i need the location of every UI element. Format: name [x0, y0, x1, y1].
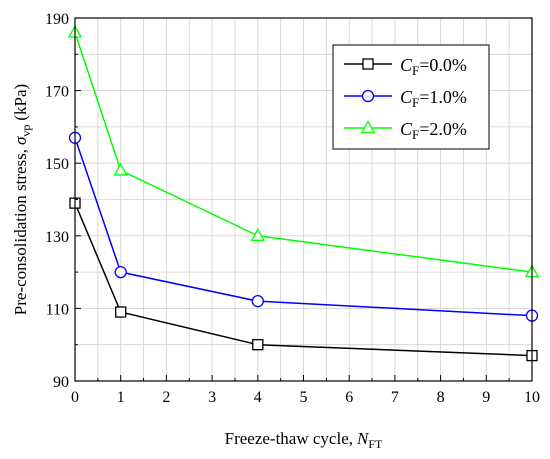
x-tick-label: 4 — [254, 389, 262, 406]
legend-subscript: F — [412, 63, 419, 78]
series-line — [74, 202, 533, 357]
legend-symbol: C — [400, 119, 413, 139]
y-tick-label: 90 — [53, 374, 69, 391]
y-axis-unit: (kPa) — [11, 84, 30, 121]
legend-subscript: F — [412, 127, 419, 142]
y-tick-label: 170 — [45, 84, 69, 101]
data-point-square — [115, 306, 127, 318]
legend-symbol: C — [400, 87, 413, 107]
x-tick-label: 2 — [162, 389, 170, 406]
legend-value: =0.0% — [419, 55, 467, 75]
legend-symbol: C — [400, 55, 413, 75]
legend-box — [332, 44, 490, 150]
data-point-square — [252, 339, 264, 351]
y-axis-subscript: vp — [19, 125, 33, 137]
x-tick-label: 5 — [300, 389, 308, 406]
series-line — [74, 137, 533, 317]
legend-marker-triangle — [360, 120, 376, 134]
legend-marker-circle — [361, 89, 375, 103]
series-layer — [67, 24, 540, 362]
y-tick-label: 190 — [45, 11, 69, 28]
x-axis-subscript: FT — [368, 437, 383, 451]
data-point-triangle — [250, 227, 265, 241]
x-tick-label: 0 — [71, 389, 79, 406]
legend-marker-square — [362, 58, 374, 70]
legend-subscript: F — [412, 95, 419, 110]
data-point-triangle — [113, 162, 128, 176]
legend-value: =1.0% — [419, 87, 467, 107]
y-tick-label: 130 — [45, 229, 69, 246]
legend: CF=0.0%CF=1.0%CF=2.0% — [332, 44, 490, 150]
legend-value: =2.0% — [419, 119, 467, 139]
series-line — [74, 32, 533, 273]
y-tick-label: 110 — [46, 301, 69, 318]
x-tick-label: 9 — [482, 389, 490, 406]
y-tick-label: 150 — [45, 156, 69, 173]
data-point-circle — [251, 294, 264, 308]
legend-label: CF=0.0% — [400, 55, 467, 78]
x-axis-title: Freeze-thaw cycle, NFT — [225, 429, 383, 451]
x-tick-label: 7 — [391, 389, 399, 406]
x-axis-symbol: N — [356, 429, 370, 448]
series-3 — [67, 24, 540, 278]
x-tick-label: 8 — [437, 389, 445, 406]
series-2 — [68, 131, 539, 322]
data-point-circle — [114, 265, 127, 279]
axis-ticks: 0 1 2 3 4 5 6 7 8 9 10 90 110 130 150 170 190 — [45, 11, 540, 406]
y-axis-title-text: Pre-consolidation stress, — [11, 149, 30, 315]
x-tick-label: 3 — [208, 389, 216, 406]
x-tick-label: 6 — [345, 389, 353, 406]
x-axis-title-text: Freeze-thaw cycle, — [225, 429, 353, 448]
y-axis-title: Pre-consolidation stress, σvp (kPa) — [11, 84, 33, 315]
x-tick-label: 1 — [117, 389, 125, 406]
legend-label: CF=2.0% — [400, 119, 467, 142]
legend-label: CF=1.0% — [400, 87, 467, 110]
y-axis-symbol: σ — [11, 136, 30, 145]
x-tick-label: 10 — [524, 389, 540, 406]
